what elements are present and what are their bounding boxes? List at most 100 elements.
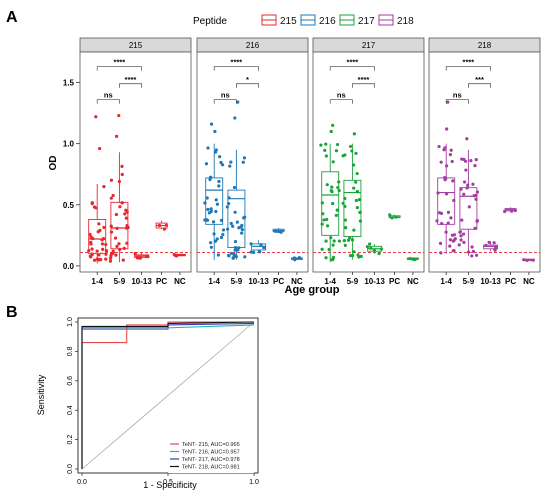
data-point [104, 249, 108, 253]
data-point [462, 180, 467, 184]
data-point [319, 143, 323, 147]
data-point [437, 144, 441, 149]
data-point [474, 253, 479, 257]
outlier-point [445, 127, 449, 131]
data-point [249, 242, 253, 246]
y-tick-label: 1.0 [67, 317, 74, 327]
box-iqr [321, 171, 340, 236]
y-tick-label: 0.0 [67, 464, 74, 474]
data-point [458, 230, 462, 234]
data-point [343, 243, 347, 247]
x-tick-label: 1-4 [440, 277, 452, 286]
bracket-line [236, 83, 259, 88]
data-point [219, 218, 224, 222]
x-tick-label: 5-9 [231, 277, 243, 286]
data-point [324, 239, 328, 243]
data-point [203, 201, 207, 205]
data-point [113, 236, 118, 240]
data-point [334, 149, 339, 153]
data-point [109, 230, 114, 234]
significance-bracket: **** [445, 58, 491, 71]
box-217-1-4 [319, 123, 341, 263]
data-point [114, 212, 118, 217]
data-point [240, 223, 244, 228]
outlier-point [233, 116, 237, 120]
x-tick-label: 5-9 [463, 277, 475, 286]
significance-label: ns [453, 91, 462, 100]
data-point [457, 243, 461, 247]
data-point [466, 183, 470, 187]
significance-label: ns [104, 91, 113, 100]
data-point [293, 258, 297, 262]
x-tick-label: 1.0 [249, 479, 259, 486]
data-point [111, 193, 115, 198]
data-point [358, 210, 362, 215]
data-point [242, 216, 246, 220]
box-217-10-13 [365, 242, 384, 256]
data-point [334, 213, 338, 217]
significance-label: **** [358, 75, 370, 84]
box-215-PC [155, 220, 169, 231]
data-point [172, 252, 176, 257]
outlier-point [236, 100, 240, 104]
data-point [233, 248, 237, 252]
data-point [470, 245, 474, 249]
data-point [435, 219, 439, 223]
data-point [348, 236, 352, 240]
significance-label: *** [475, 75, 484, 84]
data-point [337, 180, 341, 184]
data-point [258, 250, 262, 254]
data-point [221, 233, 225, 237]
box-217-PC [388, 213, 401, 220]
data-point [354, 180, 358, 184]
bracket-line [96, 99, 120, 104]
data-point [444, 230, 448, 234]
data-point [121, 258, 125, 262]
data-point [320, 201, 324, 205]
data-point [343, 153, 347, 157]
facet-title: 216 [246, 41, 260, 50]
data-point [359, 254, 363, 258]
data-point [125, 241, 129, 245]
data-point [133, 251, 137, 256]
data-point [276, 229, 281, 234]
data-point [450, 233, 454, 237]
data-point [111, 251, 115, 255]
y-tick-label: 0.6 [67, 376, 74, 386]
facet-217: 217 1-4 5-9 10-13 PC NC **** **** ns [312, 37, 425, 286]
roc-legend-label: TeNT- 217, AUC=0.978 [182, 457, 240, 463]
data-point [352, 163, 356, 167]
data-point [217, 184, 221, 188]
data-point [145, 254, 149, 258]
data-point [365, 245, 370, 249]
roc-legend-item: TeNT- 215, AUC=0.965 [170, 442, 240, 448]
data-point [240, 231, 244, 235]
data-point [262, 245, 266, 250]
data-point [466, 250, 471, 254]
data-point [460, 157, 464, 161]
legend-label-218: 218 [397, 16, 414, 27]
data-point [229, 251, 234, 256]
data-point [237, 246, 241, 250]
outlier-point [331, 123, 335, 127]
data-point [503, 209, 507, 214]
data-point [241, 160, 245, 164]
data-point [459, 234, 463, 238]
data-point [213, 150, 218, 154]
data-point [467, 205, 471, 209]
data-point [297, 255, 301, 260]
data-point [525, 258, 529, 262]
data-point [122, 246, 126, 250]
data-point [324, 154, 328, 158]
outlier-point [329, 129, 333, 134]
box-215-1-4 [87, 115, 108, 264]
data-point [531, 258, 535, 262]
data-point [243, 255, 247, 259]
data-point [321, 212, 325, 216]
bracket-line [329, 66, 375, 71]
roc-curve-3 [81, 321, 255, 469]
data-point [136, 256, 140, 260]
data-point [211, 220, 216, 224]
